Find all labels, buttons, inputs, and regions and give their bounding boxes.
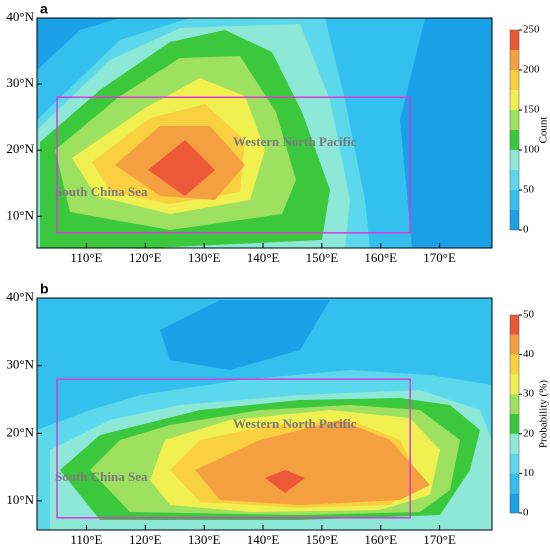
region-label: Western North Pacific	[233, 134, 357, 149]
colorbar-band	[510, 433, 519, 454]
colorbar-label: Probability (%)	[538, 380, 550, 448]
y-tick-label: 30°N	[6, 357, 34, 372]
colorbar-band	[510, 150, 519, 170]
region-box	[56, 378, 411, 519]
colorbar-band	[510, 394, 519, 414]
panel-label: b	[40, 281, 49, 297]
y-tick-label: 40°N	[6, 9, 34, 24]
x-tick-label: 150°E	[306, 532, 339, 547]
y-tick-label: 20°N	[6, 424, 34, 439]
x-tick-label: 160°E	[364, 532, 397, 547]
colorbar-tick-label: 40	[523, 348, 535, 360]
colorbar-band	[510, 190, 519, 210]
colorbar-frame	[509, 29, 520, 231]
x-tick-label: 130°E	[188, 250, 221, 265]
colorbar-band	[510, 170, 519, 190]
colorbar-tick-label: 0	[523, 224, 529, 236]
colorbar-tick-label: 30	[523, 388, 535, 400]
x-tick-label: 120°E	[129, 532, 162, 547]
colorbar-band	[510, 414, 519, 434]
x-tick-label: 170°E	[423, 250, 456, 265]
x-tick-label: 140°E	[247, 250, 280, 265]
x-tick-label: 110°E	[70, 532, 102, 547]
region-label: South China Sea	[55, 469, 148, 484]
colorbar-label: Count	[538, 117, 550, 144]
region-label: Western North Pacific	[233, 416, 357, 431]
colorbar-tick-label: 50	[523, 309, 535, 321]
region-box	[56, 96, 411, 234]
colorbar-band	[510, 453, 519, 474]
colorbar-band	[510, 493, 519, 513]
x-tick-label: 140°E	[247, 532, 280, 547]
y-tick-label: 40°N	[6, 289, 34, 304]
colorbar-band	[510, 473, 519, 494]
x-tick-label: 170°E	[423, 532, 456, 547]
x-tick-label: 150°E	[306, 250, 339, 265]
colorbar-frame	[509, 314, 520, 514]
colorbar-tick-label: 50	[523, 184, 535, 196]
map-frame	[36, 17, 493, 249]
y-tick-label: 20°N	[6, 141, 34, 156]
colorbar-tick-label: 250	[523, 24, 540, 36]
colorbar-band	[510, 130, 519, 150]
colorbar-band	[510, 374, 519, 395]
contour-field	[37, 298, 492, 530]
colorbar-tick-label: 0	[523, 507, 529, 519]
contour-field	[37, 18, 492, 248]
colorbar-band	[510, 110, 519, 130]
colorbar-tick-label: 200	[523, 64, 540, 76]
colorbar-tick-label: 10	[523, 467, 535, 479]
region-label: South China Sea	[55, 184, 148, 199]
x-tick-label: 110°E	[70, 250, 102, 265]
colorbar-band	[510, 210, 519, 230]
y-tick-label: 10°N	[6, 492, 34, 507]
panel-label: a	[40, 1, 48, 17]
colorbar-band	[510, 315, 519, 335]
x-tick-label: 130°E	[188, 532, 221, 547]
colorbar-tick-label: 20	[523, 427, 535, 439]
y-tick-label: 30°N	[6, 75, 34, 90]
colorbar-band	[510, 50, 519, 70]
x-tick-label: 160°E	[364, 250, 397, 265]
colorbar-band	[510, 30, 519, 50]
y-tick-label: 10°N	[6, 207, 34, 222]
map-frame	[36, 297, 493, 531]
colorbar-band	[510, 334, 519, 355]
colorbar-tick-label: 100	[523, 144, 540, 156]
x-tick-label: 120°E	[129, 250, 162, 265]
colorbar-band	[510, 70, 519, 90]
colorbar-tick-label: 150	[523, 104, 540, 116]
colorbar-band	[510, 354, 519, 375]
colorbar-band	[510, 90, 519, 110]
